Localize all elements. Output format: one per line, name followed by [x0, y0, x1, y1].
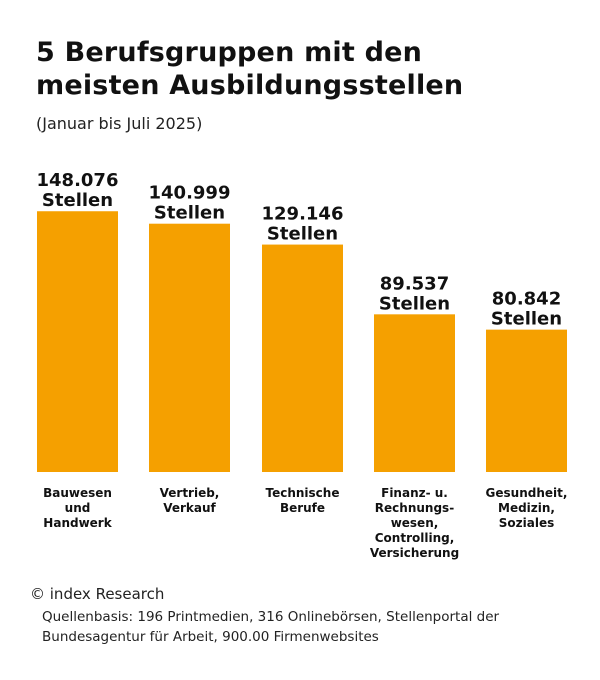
- category-label-5: Gesundheit, Medizin, Soziales: [486, 486, 568, 530]
- category-label-1: Bauwesen und Handwerk: [43, 486, 113, 530]
- source-note: Quellenbasis: 196 Printmedien, 316 Onlin…: [42, 607, 582, 647]
- bar-1: [37, 211, 118, 472]
- bar-5: [486, 329, 567, 472]
- bar-3: [262, 244, 343, 472]
- bar-unit-label-3: Stellen: [267, 224, 338, 245]
- bar-unit-label-2: Stellen: [154, 203, 225, 224]
- title-line-1: 5 Berufsgruppen mit den: [36, 37, 423, 68]
- bar-2: [149, 223, 230, 472]
- category-label-2: Vertrieb, Verkauf: [160, 486, 220, 515]
- chart-subtitle: (Januar bis Juli 2025): [36, 114, 203, 133]
- title-line-2: meisten Ausbildungsstellen: [36, 70, 464, 101]
- bar-value-label-2: 140.999: [149, 183, 231, 204]
- bar-unit-label-5: Stellen: [491, 309, 562, 330]
- bar-value-label-4: 89.537: [380, 273, 449, 294]
- category-label-3: Technische Berufe: [266, 486, 340, 515]
- bar-unit-label-1: Stellen: [42, 190, 113, 211]
- bar-value-label-1: 148.076: [37, 170, 119, 191]
- source-line-1: Quellenbasis: 196 Printmedien, 316 Onlin…: [42, 609, 500, 625]
- category-label-4: Finanz- u. Rechnungs-wesen, Controlling, Ve…: [370, 486, 459, 560]
- bar-4: [374, 314, 455, 472]
- bar-unit-label-4: Stellen: [379, 293, 450, 314]
- source-line-2: Bundesagentur für Arbeit, 900.00 Firmenw…: [42, 629, 379, 645]
- bar-value-label-5: 80.842: [492, 289, 561, 310]
- bar-value-label-3: 129.146: [262, 204, 344, 225]
- chart-title: 5 Berufsgruppen mit den meisten Ausbildu…: [36, 36, 576, 102]
- copyright-note: © index Research: [30, 585, 165, 603]
